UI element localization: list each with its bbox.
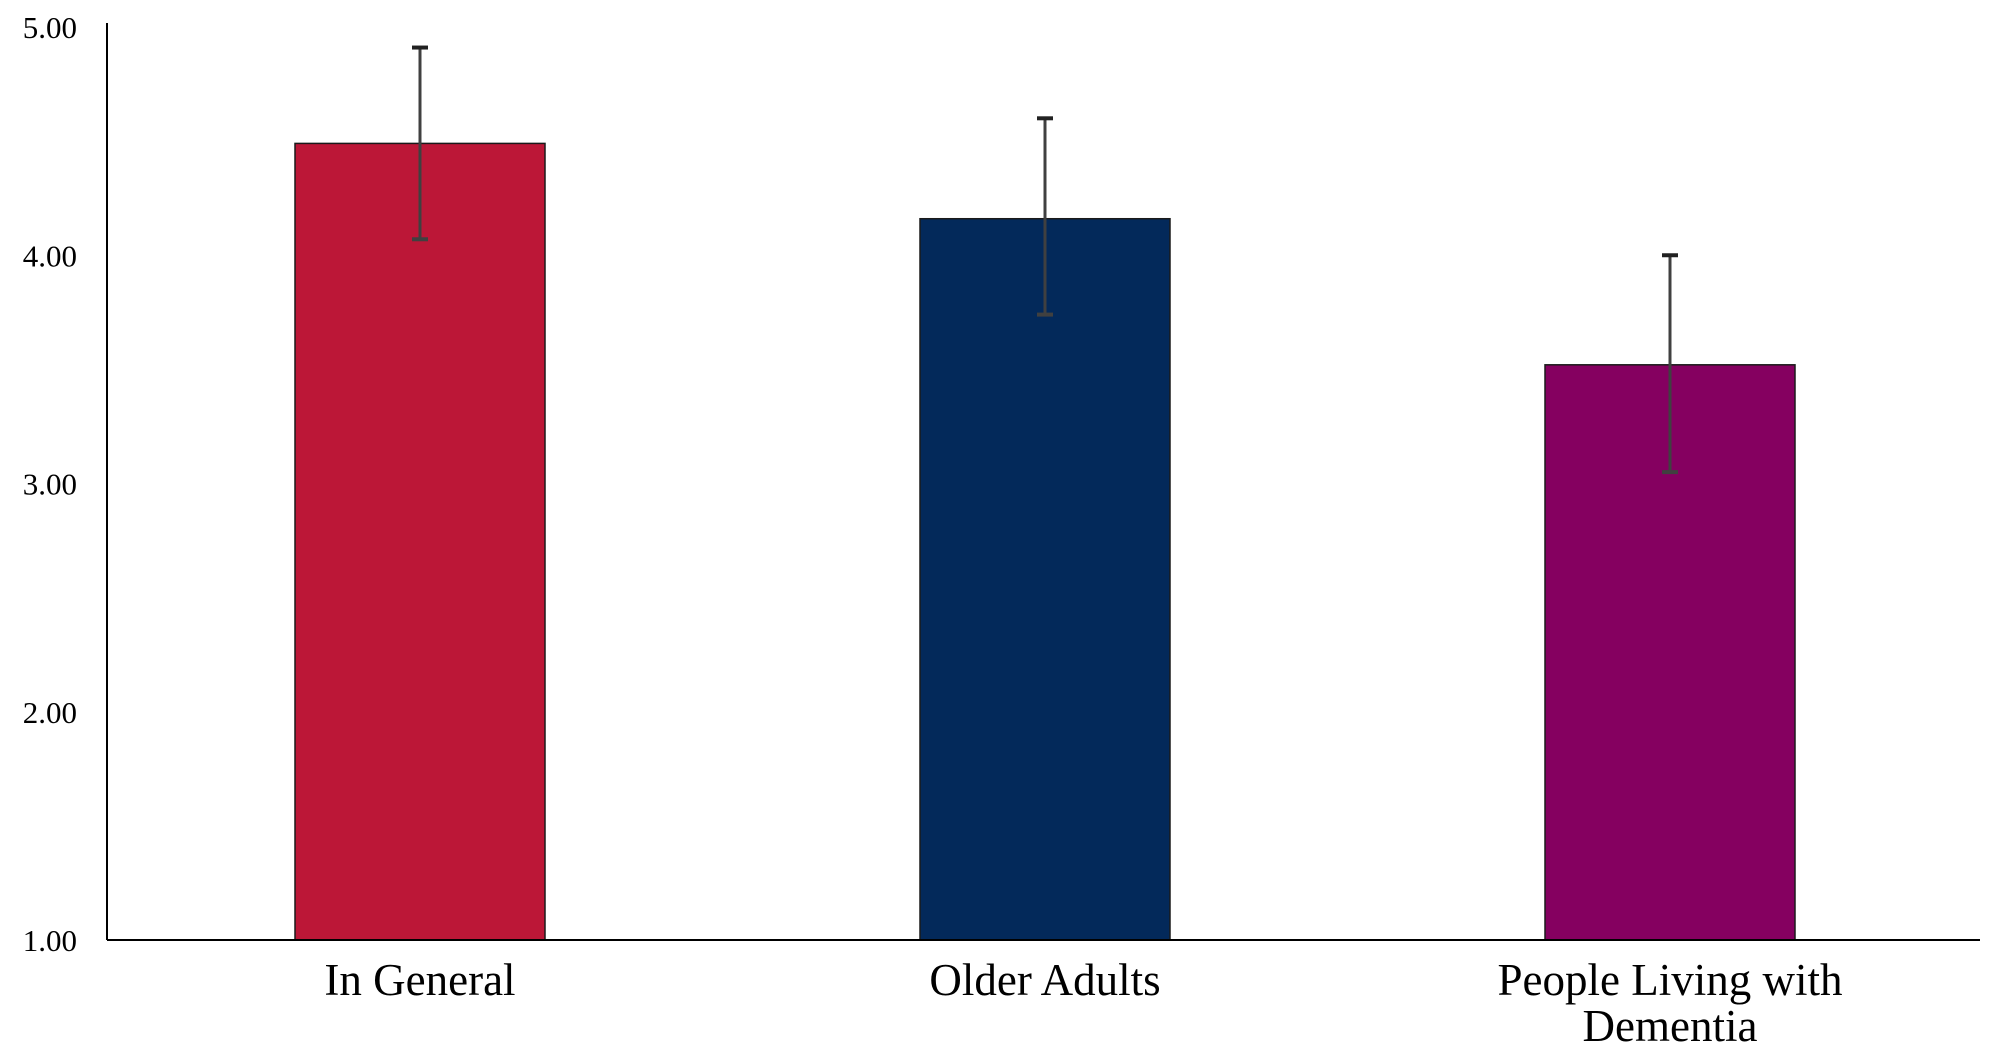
error-bar-1	[412, 45, 428, 242]
y-tick-label: 2.00	[23, 695, 77, 730]
x-category-label-line: In General	[324, 955, 515, 1005]
x-category-label-line: Older Adults	[929, 955, 1160, 1005]
y-tick-label: 4.00	[23, 238, 77, 273]
x-category-label: In General	[324, 955, 515, 1005]
x-category-label: Older Adults	[929, 955, 1160, 1005]
error-bar-2	[1037, 116, 1053, 317]
axes-group	[106, 23, 1980, 941]
bar-1	[294, 142, 546, 941]
x-category-label: People Living with Dementia	[1498, 955, 1843, 1051]
labels-group: 1.00 2.00 3.00 4.00 5.00 In General Older Adul…	[23, 10, 1843, 1051]
y-tick-label: 3.00	[23, 467, 77, 502]
error-bar-3	[1662, 253, 1678, 475]
y-tick-label: 1.00	[23, 923, 77, 958]
x-category-label-line: Dementia	[1583, 1001, 1758, 1051]
y-tick-label: 5.00	[23, 10, 77, 45]
bar-2	[919, 217, 1171, 941]
x-category-label-line: People Living with	[1498, 955, 1843, 1005]
error-bars-group	[412, 45, 1678, 475]
